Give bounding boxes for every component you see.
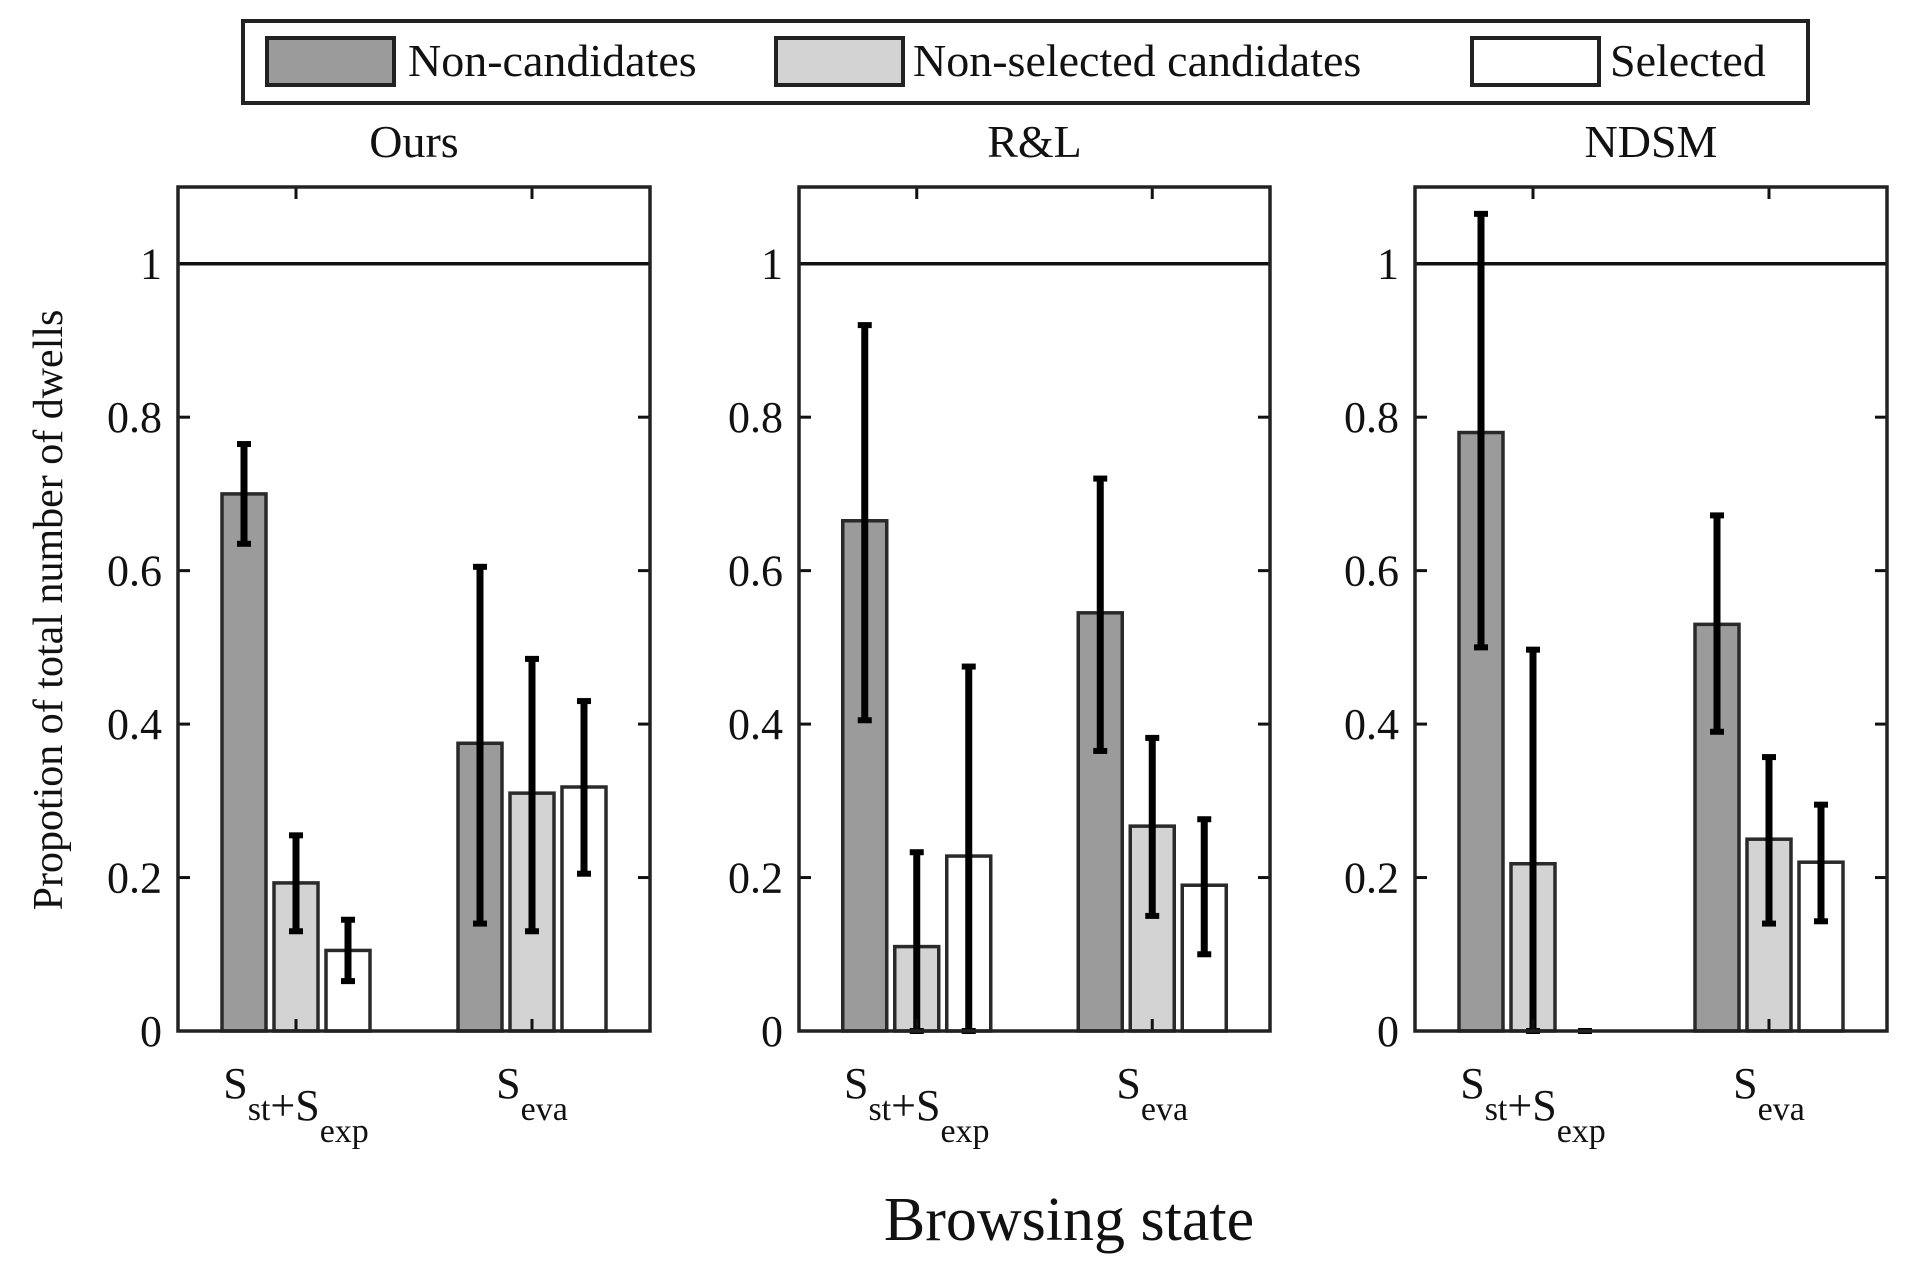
chart-panels: Ours00.20.40.60.81Sst+SexpSevaR&L00.20.4… — [107, 116, 1889, 1150]
plot-frame — [1413, 185, 1889, 1033]
category-label: Seva — [1733, 1059, 1805, 1128]
category-label-subscript: st — [248, 1091, 271, 1128]
legend-swatch — [774, 36, 905, 87]
category-label: Sst+Sexp — [844, 1059, 990, 1150]
y-tick-label: 1 — [761, 240, 783, 289]
y-tick-label: 0.4 — [1344, 700, 1399, 749]
category-label-subscript: st — [1485, 1091, 1508, 1128]
y-tick-label: 0.6 — [1344, 547, 1399, 596]
y-tick-label: 0.2 — [1344, 854, 1399, 903]
y-tick-label: 0.8 — [107, 393, 162, 442]
category-label: Sst+Sexp — [1460, 1059, 1606, 1150]
category-label-main: S — [844, 1059, 868, 1108]
y-axis-label: Propotion of total number of dwells — [26, 310, 72, 911]
panel-title: NDSM — [1585, 116, 1718, 167]
plot-frame — [176, 185, 652, 1033]
category-label-main: +S — [891, 1081, 940, 1130]
y-tick-label: 0.4 — [728, 700, 783, 749]
category-label-main: +S — [270, 1081, 319, 1130]
y-tick-label: 0.8 — [1344, 393, 1399, 442]
y-tick-label: 1 — [1377, 240, 1399, 289]
category-label-subscript: eva — [1141, 1091, 1188, 1128]
plot-frame — [797, 185, 1272, 1033]
y-tick-label: 0.6 — [107, 547, 162, 596]
panel-title: Ours — [369, 116, 458, 167]
category-label-main: S — [1460, 1059, 1484, 1108]
x-axis-label: Browsing state — [884, 1186, 1254, 1254]
category-label: Seva — [1116, 1059, 1188, 1128]
y-tick-label: 0 — [761, 1007, 783, 1056]
legend-label: Non-candidates — [408, 35, 697, 86]
y-tick-label: 0.2 — [107, 854, 162, 903]
legend-swatch — [265, 36, 396, 87]
category-label-main: +S — [1507, 1081, 1556, 1130]
panel-title: R&L — [987, 116, 1082, 167]
y-tick-label: 0.4 — [107, 700, 162, 749]
legend-swatch — [1470, 36, 1601, 87]
y-tick-label: 0.6 — [728, 547, 783, 596]
category-label-main: S — [1733, 1059, 1757, 1108]
category-label-subscript: exp — [940, 1113, 989, 1150]
y-tick-label: 1 — [140, 240, 162, 289]
y-tick-label: 0 — [140, 1007, 162, 1056]
category-label-main: S — [496, 1059, 520, 1108]
category-label: Seva — [496, 1059, 568, 1128]
y-tick-label: 0.2 — [728, 854, 783, 903]
category-label-subscript: exp — [1557, 1113, 1606, 1150]
y-tick-label: 0.8 — [728, 393, 783, 442]
y-tick-label: 0 — [1377, 1007, 1399, 1056]
category-label-subscript: st — [868, 1091, 891, 1128]
category-label-subscript: eva — [521, 1091, 568, 1128]
category-label-subscript: eva — [1758, 1091, 1805, 1128]
category-label-main: S — [1116, 1059, 1140, 1108]
bar — [220, 492, 268, 1033]
legend-label: Selected — [1610, 35, 1766, 86]
category-label-main: S — [223, 1059, 247, 1108]
category-label: Sst+Sexp — [223, 1059, 369, 1150]
legend: Non-candidates Non-selected candidates Sel… — [241, 19, 1810, 105]
legend-label: Non-selected candidates — [913, 35, 1361, 86]
category-label-subscript: exp — [320, 1113, 369, 1150]
